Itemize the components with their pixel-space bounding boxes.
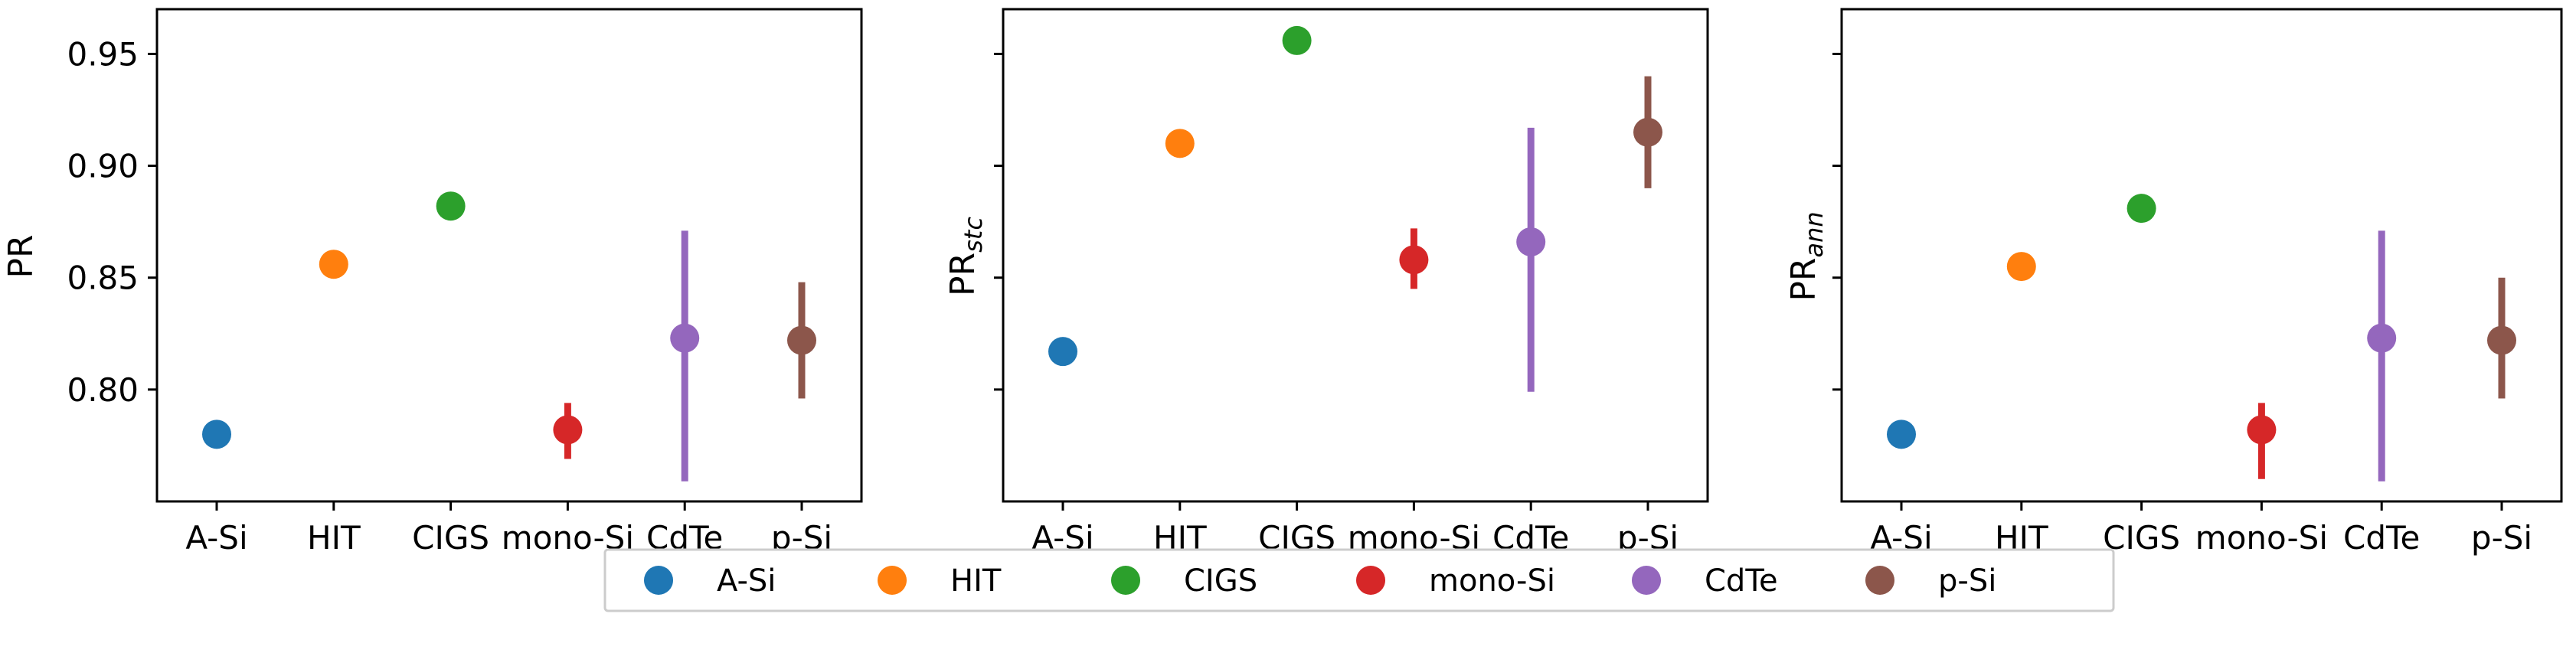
point-a-si (1048, 337, 1077, 367)
axes-frame (1002, 8, 1709, 503)
point-hit (2006, 252, 2036, 282)
axes-frame (1840, 8, 2563, 503)
point-cigs (1282, 25, 1312, 55)
legend: A-Si HIT CIGS mono-Si CdTe p-Si (603, 548, 2115, 612)
panel-1: 0.800.850.900.95A-Si HIT CIGS mono-Si CdTe p-… (2, 8, 863, 557)
y-axis-label: PR (2, 234, 41, 278)
y-tick-label: 0.85 (67, 260, 139, 297)
legend-label: HIT (950, 563, 1002, 599)
x-tick-label: A-Si (185, 519, 247, 557)
x-tick-label: CIGS (2103, 519, 2180, 557)
y-tick-label: 0.80 (67, 371, 139, 409)
legend-item: CIGS (1111, 563, 1257, 599)
point-a-si (1887, 420, 1916, 449)
point-mono-si (553, 415, 583, 445)
legend-marker (1356, 566, 1385, 595)
legend-marker (1632, 566, 1661, 595)
legend-label: mono-Si (1429, 563, 1555, 599)
legend-label: CIGS (1184, 563, 1257, 599)
legend-label: CdTe (1705, 563, 1778, 599)
x-tick-label: p-Si (2471, 519, 2532, 557)
point-mono-si (1399, 245, 1429, 275)
legend-marker (644, 566, 673, 595)
legend-marker (1865, 566, 1894, 595)
y-tick-label: 0.95 (67, 35, 139, 73)
point-cigs (436, 191, 466, 221)
x-tick-label: HIT (307, 519, 361, 557)
y-axis-label: PRann (1784, 211, 1829, 301)
legend-item: A-Si (644, 563, 776, 599)
point-cigs (2127, 194, 2156, 224)
x-tick-label: CdTe (2343, 519, 2420, 557)
point-hit (319, 250, 348, 279)
x-tick-label: CIGS (412, 519, 489, 557)
point-p-si (2487, 325, 2516, 355)
legend-item: CdTe (1632, 563, 1778, 599)
legend-label: p-Si (1938, 563, 1996, 599)
y-tick-label: 0.90 (67, 148, 139, 185)
axes-frame (155, 8, 863, 503)
legend-label: A-Si (717, 563, 776, 599)
legend-marker (1111, 566, 1140, 595)
point-cdte (2367, 323, 2397, 353)
x-tick-label: mono-Si (2195, 519, 2328, 557)
point-hit (1165, 129, 1195, 158)
point-cdte (1516, 227, 1546, 256)
point-a-si (202, 420, 231, 449)
point-p-si (787, 325, 816, 355)
point-mono-si (2247, 415, 2277, 445)
panels: 0.800.850.900.95A-Si HIT CIGS mono-Si CdTe p-… (2, 8, 2563, 557)
legend-item: mono-Si (1356, 563, 1555, 599)
point-p-si (1633, 117, 1662, 147)
legend-item: HIT (878, 563, 1002, 599)
legend-marker (878, 566, 907, 595)
legend-item: p-Si (1865, 563, 1996, 599)
y-axis-label: PRstc (943, 217, 988, 296)
point-cdte (670, 323, 700, 353)
